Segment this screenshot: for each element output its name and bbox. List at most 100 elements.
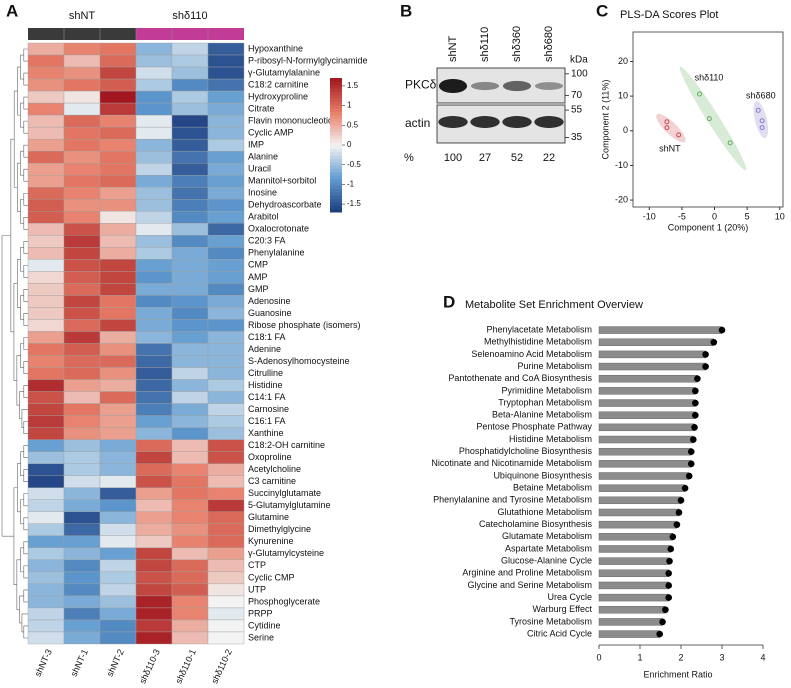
- row-label: Citrulline: [248, 368, 283, 378]
- row-label: γ-Glutamylalanine: [248, 67, 320, 77]
- bar-end-dot: [694, 375, 701, 383]
- data-point: [706, 116, 712, 122]
- dendrogram-branch: [23, 517, 28, 531]
- row-label: Dimethylglycine: [248, 524, 311, 534]
- row-label: CMP: [248, 260, 268, 270]
- bar: [598, 618, 663, 626]
- heatmap-cell: [27, 391, 65, 404]
- heatmap-cell: [27, 102, 65, 116]
- dendrogram-branch: [20, 54, 24, 80]
- heatmap-cell: [27, 283, 65, 296]
- heatmap-cell: [27, 259, 65, 272]
- heatmap-cell: [63, 403, 101, 416]
- protein-band: [534, 82, 564, 90]
- heatmap-cell: [207, 583, 245, 597]
- heatmap-cell: [27, 78, 65, 92]
- heatmap-cell: [63, 114, 101, 128]
- heatmap-cell: [99, 42, 137, 56]
- heatmap-cell: [171, 463, 209, 476]
- bar: [598, 472, 690, 480]
- y-tick-label: 10: [618, 90, 628, 100]
- category-label: Histidine Metabolism: [509, 434, 592, 444]
- heatmap-cell: [135, 451, 173, 464]
- row-label: Hypoxanthine: [248, 43, 303, 53]
- heatmap-cell: [171, 247, 209, 260]
- heatmap-cell: [63, 487, 101, 500]
- heatmap-cell: [207, 54, 245, 68]
- heatmap-cell: [63, 379, 101, 392]
- heatmap-cell: [99, 162, 137, 176]
- heatmap-cell: [135, 102, 173, 116]
- heatmap-cell: [207, 247, 245, 260]
- heatmap-cell: [135, 235, 173, 248]
- heatmap-cell: [99, 379, 137, 392]
- category-label: Purine Metabolism: [517, 361, 592, 371]
- bar: [598, 569, 669, 577]
- heatmap-cell: [207, 138, 245, 152]
- dendrogram-branch: [23, 589, 28, 603]
- category-label: Methylhistidine Metabolism: [484, 337, 592, 347]
- colorbar-segment: [330, 134, 342, 139]
- heatmap-cell: [63, 150, 101, 164]
- heatmap-cell: [171, 571, 209, 585]
- x-tick-label: 10: [775, 211, 785, 221]
- lane-label: shδ680: [543, 26, 555, 62]
- heatmap-cell: [207, 487, 245, 500]
- heatmap-cell: [207, 271, 245, 284]
- colorbar-tick-label: -1: [347, 180, 355, 189]
- heatmap-cell: [99, 126, 137, 140]
- colorbar-segment: [330, 138, 342, 143]
- heatmap-cell: [171, 451, 209, 464]
- bar-end-dot: [673, 521, 681, 528]
- heatmap-cell: [207, 295, 245, 308]
- colorbar-segment: [330, 81, 342, 86]
- heatmap-cell: [63, 439, 101, 452]
- heatmap-cell: [63, 66, 101, 80]
- colorbar-segment: [330, 78, 342, 82]
- heatmap-cell: [99, 583, 137, 597]
- heatmap-cell: [99, 595, 137, 609]
- heatmap-cell: [135, 54, 173, 68]
- heatmap-cell: [27, 607, 65, 621]
- heatmap-cell: [171, 187, 209, 200]
- row-label: Adenosine: [248, 296, 291, 306]
- heatmap-cell: [63, 451, 101, 464]
- row-label: P-ribosyl-N-formylglycinamide: [248, 55, 368, 65]
- category-label: Urea Cycle: [547, 592, 592, 602]
- series-label: shδ110: [695, 72, 724, 82]
- heatmap-cell: [27, 247, 65, 260]
- dendrogram-branch: [20, 343, 24, 368]
- colorbar-segment: [330, 121, 342, 126]
- colorbar-segment: [330, 88, 342, 92]
- bar-end-dot: [665, 594, 672, 601]
- dendrogram-branch: [23, 361, 28, 374]
- heatmap-cell: [171, 54, 209, 68]
- y-tick-label: -20: [615, 194, 628, 204]
- heatmap-cell: [99, 211, 137, 224]
- heatmap-cell: [99, 138, 137, 152]
- heatmap-cell: [171, 307, 209, 320]
- heatmap-cell: [63, 78, 101, 92]
- heatmap-cell: [135, 126, 173, 140]
- bar-end-dot: [666, 557, 673, 565]
- colorbar-segment: [330, 111, 342, 116]
- y-tick-label: -10: [615, 160, 628, 170]
- heatmap-cell: [135, 150, 173, 164]
- heatmap-cell: [171, 559, 209, 573]
- heatmap-cell: [27, 175, 65, 188]
- category-label: Beta-Alanine Metabolism: [492, 410, 592, 420]
- heatmap-cell: [171, 199, 209, 212]
- heatmap-cell: [63, 162, 101, 176]
- heatmap-cell: [207, 42, 245, 56]
- heatmap-cell: [135, 331, 173, 344]
- bar-end-dot: [681, 484, 689, 492]
- colorbar-segment: [330, 195, 342, 200]
- bar: [598, 326, 723, 334]
- heatmap-cell: [207, 403, 245, 416]
- category-label: Aspartate Metabolism: [505, 543, 592, 553]
- row-label: C3 carnitine: [248, 476, 296, 486]
- row-label: Oxalocrotonate: [248, 224, 309, 234]
- heatmap-cell: [99, 631, 137, 645]
- heatmap-cell: [99, 199, 137, 212]
- heatmap-cell: [27, 499, 65, 512]
